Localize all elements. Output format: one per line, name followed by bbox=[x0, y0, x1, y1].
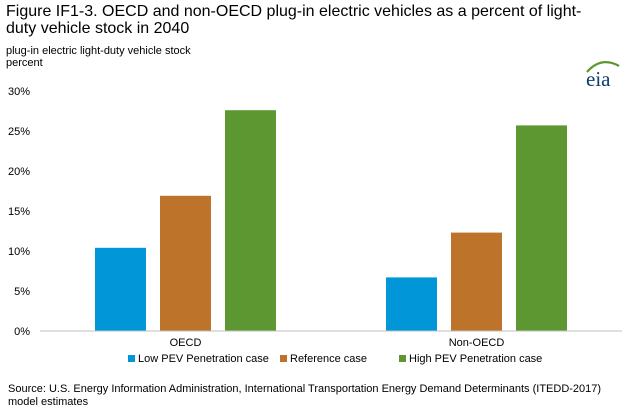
eia-logo: eia bbox=[586, 61, 620, 90]
y-tick-label: 15% bbox=[8, 206, 30, 218]
y-tick-label: 25% bbox=[8, 126, 30, 138]
y-tick-label: 5% bbox=[14, 286, 30, 298]
bar-oecd-series-3 bbox=[225, 110, 276, 331]
eia-logo-text: eia bbox=[586, 67, 611, 90]
bar-non-oecd-series-1 bbox=[386, 277, 437, 331]
y-tick-label: 20% bbox=[8, 166, 30, 178]
legend-label: High PEV Penetration case bbox=[409, 353, 542, 365]
legend-label: Low PEV Penetration case bbox=[138, 353, 269, 365]
y-axis: 0% 5% 10% 15% 20% 25% 30% bbox=[8, 86, 30, 338]
legend: Low PEV Penetration case Reference case Hi… bbox=[128, 353, 542, 365]
unit-label: plug-in electric light-duty vehicle stoc… bbox=[6, 45, 191, 69]
bar-non-oecd-series-2 bbox=[451, 232, 502, 331]
chart-title: Figure IF1-3. OECD and non-OECD plug-in … bbox=[6, 3, 582, 37]
unit-label-line2: percent bbox=[6, 57, 43, 69]
bar-non-oecd-series-3 bbox=[516, 125, 567, 332]
bars-group bbox=[95, 110, 567, 332]
bar-oecd-series-2 bbox=[160, 195, 211, 331]
unit-label-line1: plug-in electric light-duty vehicle stoc… bbox=[6, 45, 191, 57]
x-axis-labels: OECD Non-OECD bbox=[170, 337, 505, 349]
legend-swatch bbox=[280, 355, 287, 362]
y-tick-label: 0% bbox=[14, 326, 30, 338]
legend-label: Reference case bbox=[290, 353, 367, 365]
x-tick-label: OECD bbox=[170, 337, 202, 349]
eia-logo-arc bbox=[586, 61, 620, 73]
bar-oecd-series-1 bbox=[95, 247, 146, 331]
bar-chart: 0% 5% 10% 15% 20% 25% 30% OECD Non-OECD Low PEV… bbox=[8, 86, 622, 365]
legend-swatch bbox=[128, 355, 135, 362]
x-tick-label: Non-OECD bbox=[449, 337, 505, 349]
source-note: Source: U.S. Energy Information Administ… bbox=[8, 383, 602, 408]
y-tick-label: 10% bbox=[8, 246, 30, 258]
y-tick-label: 30% bbox=[8, 86, 30, 98]
legend-swatch bbox=[399, 355, 406, 362]
